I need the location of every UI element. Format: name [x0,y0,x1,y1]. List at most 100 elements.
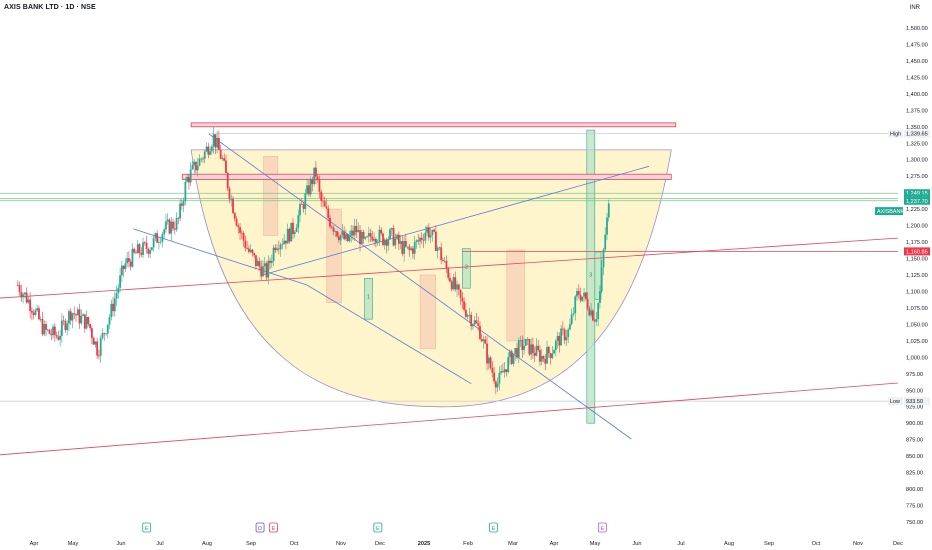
candle-body [337,236,340,241]
candle-body [433,229,436,232]
candle-body [30,310,33,313]
candle-body [350,230,353,236]
candle-body [87,317,90,325]
candle-body [569,324,571,330]
candle-body [442,259,444,262]
price-badge [904,196,930,205]
candle-body [203,151,206,159]
candle-body [514,348,517,354]
candle-body [313,167,316,185]
candle-body [76,309,79,316]
resistance-layer [181,122,677,180]
candle-body [274,247,277,251]
candle-body [269,260,271,263]
trend-line [262,165,650,276]
x-axis: Apr May Jun Jul Aug Sep Oct Nov Dec 2025 Feb Mar Apr… [30,541,904,547]
candle-body [479,325,481,339]
candle-body [410,248,413,251]
candle-body [159,241,162,243]
candle-body [482,339,485,342]
candle-body [419,237,421,242]
candle-body [136,244,139,254]
candle-body [246,248,249,249]
candle-body [20,291,23,298]
candle-body [470,314,473,327]
price-badge-text: 1,249.15 [906,191,928,197]
candle-body [18,285,21,292]
candle-body [484,339,487,344]
price-badge-text: 933.50 [906,399,923,405]
candle-body [262,266,264,277]
candle-body [521,340,524,351]
candle-body [235,218,238,226]
candle-body [371,236,374,241]
y-tick-label: 1,150.00 [906,257,928,263]
candle-body [258,261,261,267]
candle-body [489,357,492,369]
candle-body [193,161,196,165]
bearish-zone [419,274,436,350]
candle-body [454,277,457,290]
price-badge [904,397,930,406]
candle-body [382,233,384,245]
candle-body [85,317,88,329]
x-tick-label: Mar [508,541,518,547]
y-tick-label: 1,175.00 [906,240,928,246]
candle-body [553,350,555,354]
candle-body [244,240,247,249]
candle-body [57,336,60,340]
candle-body [38,308,40,320]
x-tick-label: Jul [156,541,163,547]
trendlines-layer [0,133,899,456]
candle-body [413,242,416,254]
candle-body [362,231,365,239]
candle-body [175,217,178,230]
candle-body [150,247,153,251]
candle-body [466,315,469,317]
candle-body [493,372,495,382]
candle-body [583,292,585,297]
candle-body [226,172,229,189]
candle-body [322,200,324,202]
candle-body [302,204,305,209]
candle-body [318,179,321,192]
x-tick-label: Apr [550,541,559,547]
candle-body [288,228,291,242]
candle-body [25,292,28,303]
candle-body [129,261,132,267]
candle-body [36,308,39,311]
candle-body [293,231,296,235]
candle-body [558,336,561,346]
candle-body [464,309,467,317]
y-axis: 1,500.00 1,475.00 1,450.00 1,425.00 1,400.00… [906,26,928,526]
candle-body [106,324,109,334]
candle-body [173,228,176,230]
zone-label: 1 [367,295,370,301]
y-tick-label: 1,350.00 [906,125,928,131]
candle-body [507,357,510,372]
candle-body [237,225,240,228]
candle-body [207,146,210,155]
candle-body [554,340,557,351]
price-badge-text: 1,339.65 [906,132,928,138]
candle-body [263,263,266,267]
candle-body [212,134,215,147]
candle-body [461,297,464,302]
candle-body [52,326,54,336]
candle-body [579,294,582,301]
event-marker [255,522,265,533]
candle-body [542,356,545,359]
candle-body [591,310,594,321]
candle-body [311,179,314,185]
candle-body [336,231,338,237]
candle-body [581,296,584,301]
candle-body [420,237,423,240]
price-badge [904,247,930,256]
candle-body [307,185,310,195]
x-tick-label: Nov [853,541,863,547]
y-tick-label: 1,450.00 [906,59,928,65]
candle-body [99,338,102,356]
candle-body [297,215,300,228]
